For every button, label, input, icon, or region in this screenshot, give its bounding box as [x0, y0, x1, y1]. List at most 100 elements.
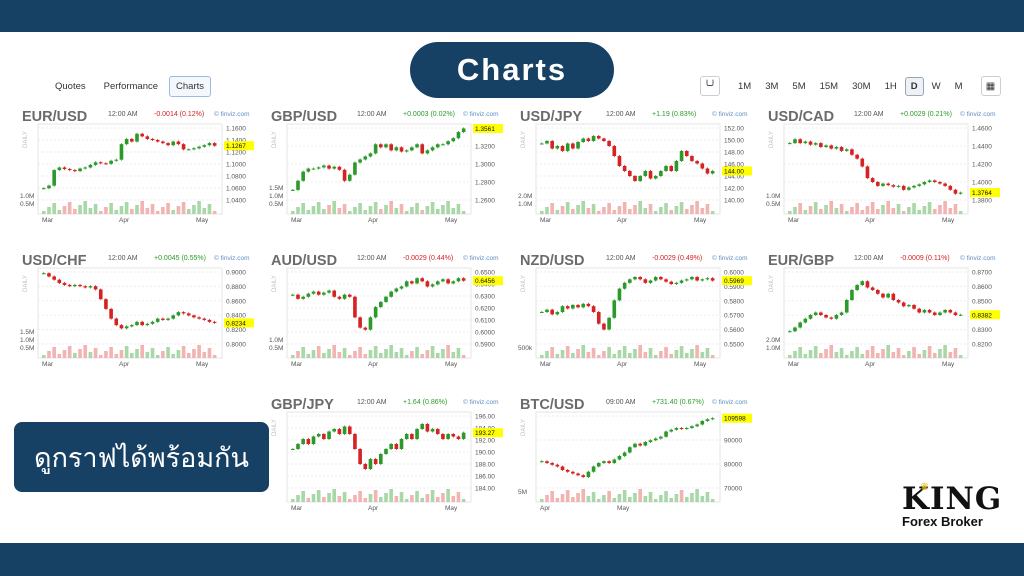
chart-symbol[interactable]: GBP/USD	[271, 109, 338, 125]
timeframe-1h[interactable]: 1H	[884, 80, 897, 92]
chart-source-link[interactable]: © finviz.com	[712, 111, 748, 118]
chart-symbol[interactable]: BTC/USD	[520, 397, 585, 413]
candle-body	[373, 459, 378, 464]
chart-panel-aud-usd[interactable]: AUD/USD 12:00 AM -0.0029 (0.44%) © finviz.c…	[267, 252, 507, 380]
candle-body	[415, 144, 419, 148]
timeframe-daily[interactable]: D	[904, 76, 924, 96]
y-tick-label: 80000	[724, 462, 742, 469]
chart-symbol[interactable]: AUD/USD	[271, 253, 338, 269]
chart-source-link[interactable]: © finviz.com	[214, 111, 250, 118]
volume-bar	[93, 204, 98, 214]
x-month-label: Apr	[119, 217, 130, 224]
chart-source-link[interactable]: © finviz.com	[712, 255, 748, 262]
chart-source-link[interactable]: © finviz.com	[712, 399, 748, 406]
chart-source-link[interactable]: © finviz.com	[214, 255, 250, 262]
tab-performance[interactable]: Performance	[103, 81, 159, 92]
chart-symbol[interactable]: USD/JPY	[520, 109, 583, 125]
volume-bar	[896, 348, 901, 358]
volume-bar	[612, 354, 617, 358]
y-tick-label: 1.4000	[972, 180, 992, 187]
volume-bar	[430, 490, 435, 502]
volume-bar	[617, 350, 622, 358]
volume-bar	[446, 489, 450, 502]
candle-body	[404, 281, 409, 287]
candle-body	[155, 140, 160, 142]
timeframe-3m[interactable]: 3M	[765, 80, 779, 92]
volume-bar	[363, 210, 368, 214]
chart-svg[interactable]: 0.9000 0.8800 0.8600 0.8400 0.8200 0.8000 Mar A…	[18, 252, 258, 380]
chart-symbol[interactable]: GBP/JPY	[271, 397, 334, 413]
tab-charts[interactable]: Charts	[169, 76, 212, 97]
timeframe-30m[interactable]: 30M	[852, 80, 871, 92]
volume-bar	[446, 201, 450, 214]
candle-body	[550, 309, 554, 315]
y-tick-label: 1.0600	[226, 186, 246, 193]
chart-panel-gbp-jpy[interactable]: GBP/JPY 12:00 AM +1.64 (0.86%) © finviz.com…	[267, 396, 507, 524]
chart-panel-eur-usd[interactable]: EUR/USD 12:00 AM -0.0014 (0.12%) © finviz.c…	[18, 108, 258, 236]
y-tick-label: 0.6200	[475, 306, 495, 313]
volume-bar	[291, 211, 295, 214]
chart-svg[interactable]: 1.1600 1.1400 1.1200 1.1000 1.0800 1.0600 1.04…	[18, 108, 258, 236]
candle-body	[824, 315, 828, 318]
chart-svg[interactable]: 0.65000.64000.63000.62000.61000.60000.59…	[267, 252, 507, 380]
chart-panel-btc-usd[interactable]: BTC/USD 09:00 AM +731.40 (0.67%) © finviz.c…	[516, 396, 756, 524]
chart-panel-usd-jpy[interactable]: USD/JPY 12:00 AM +1.19 (0.83%) © finviz.com…	[516, 108, 756, 236]
timeframe-1m[interactable]: 1M	[738, 80, 752, 92]
chart-svg[interactable]: 100000900008000070000AprMay5M109598	[516, 396, 756, 524]
chart-symbol[interactable]: EUR/GBP	[768, 253, 835, 269]
candle-body	[358, 449, 362, 464]
candle-body	[705, 419, 710, 421]
x-month-label: Mar	[291, 217, 303, 224]
volume-bar	[932, 353, 937, 358]
last-price-label: 1.1267	[226, 143, 246, 150]
volume-bar	[389, 345, 393, 358]
timeframe-monthly[interactable]: M	[954, 80, 963, 92]
chart-source-link[interactable]: © finviz.com	[960, 255, 996, 262]
chart-symbol[interactable]: NZD/USD	[520, 253, 585, 269]
chart-source-link[interactable]: © finviz.com	[960, 111, 996, 118]
candle-body	[596, 312, 601, 324]
chart-symbol[interactable]: EUR/USD	[22, 109, 88, 125]
tab-quotes[interactable]: Quotes	[55, 81, 86, 92]
chart-svg[interactable]: 1.4600 1.4400 1.4200 1.4000 1.3800 Mar Apr May 1…	[764, 108, 1004, 236]
volume-bar	[813, 346, 818, 358]
chart-source-link[interactable]: © finviz.com	[463, 255, 499, 262]
chart-svg[interactable]: 1.34001.32001.30001.28001.2600MarAprMay1…	[267, 108, 507, 236]
volume-bar	[384, 205, 388, 214]
candle-body	[130, 138, 134, 142]
chart-panel-nzd-usd[interactable]: NZD/USD 12:00 AM -0.0029 (0.49%) © finviz.c…	[516, 252, 756, 380]
chart-panel-eur-gbp[interactable]: EUR/GBP 12:00 AM -0.0009 (0.11%) © finviz.c…	[764, 252, 1004, 380]
y-tick-label: 0.8700	[972, 270, 992, 277]
volume-bar	[844, 355, 849, 358]
chart-source-link[interactable]: © finviz.com	[463, 399, 499, 406]
volume-bar	[291, 355, 295, 358]
chart-source-link[interactable]: © finviz.com	[463, 111, 499, 118]
chart-svg[interactable]: 152.00150.00148.00146.00144.00142.00140.…	[516, 108, 756, 236]
candle-body	[347, 426, 352, 434]
volume-bar	[855, 347, 859, 358]
candle-body	[643, 442, 648, 446]
candle-body	[181, 144, 186, 150]
candle-body	[690, 277, 694, 280]
timeframe-5m[interactable]: 5M	[792, 80, 806, 92]
chart-panel-gbp-usd[interactable]: GBP/USD 12:00 AM +0.0003 (0.02%) © finviz.c…	[267, 108, 507, 236]
chart-symbol[interactable]: USD/CHF	[22, 253, 87, 269]
volume-bar	[834, 208, 839, 214]
y-tick-label: 0.8200	[226, 327, 246, 334]
chart-svg[interactable]: 196.00194.00192.00190.00188.00186.00184.…	[267, 396, 507, 524]
chart-panel-usd-chf[interactable]: USD/CHF 12:00 AM +0.0045 (0.55%) © finviz.c…	[18, 252, 258, 380]
chart-svg[interactable]: 0.6000 0.5900 0.5800 0.5700 0.5600 0.5500 Mar A…	[516, 252, 756, 380]
timeframe-weekly[interactable]: W	[931, 80, 941, 92]
candle-body	[109, 160, 113, 164]
chart-symbol[interactable]: USD/CAD	[768, 109, 835, 125]
calendar-icon[interactable]: ▦	[980, 76, 1001, 96]
timeframe-15m[interactable]: 15M	[819, 80, 839, 92]
candle-body	[368, 153, 373, 157]
candle-body	[337, 166, 342, 170]
volume-bar	[891, 208, 896, 214]
chart-svg[interactable]: 0.87000.86000.85000.84000.83000.8200MarA…	[764, 252, 1004, 380]
chart-type-icon[interactable]: ╰╯	[700, 76, 720, 96]
chart-panel-usd-cad[interactable]: USD/CAD 12:00 AM +0.0029 (0.21%) © finviz.c…	[764, 108, 1004, 236]
volume-bar	[586, 496, 591, 502]
candle-body	[420, 424, 425, 429]
